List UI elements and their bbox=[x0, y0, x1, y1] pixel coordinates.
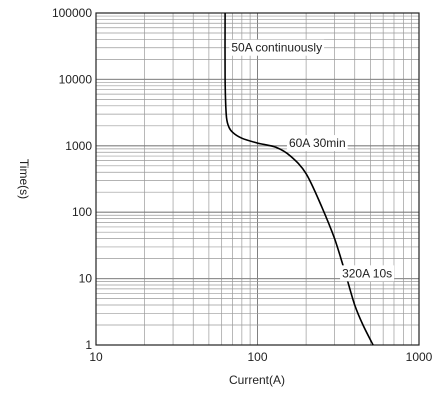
annotation: 60A 30min bbox=[286, 135, 348, 152]
plot-frame bbox=[95, 12, 420, 346]
annotation-background bbox=[286, 135, 348, 152]
x-axis-label: Current(A) bbox=[229, 373, 285, 387]
annotation-text: 50A continuously bbox=[231, 41, 322, 55]
annotations: 50A continuously 60A 30min 320A 10s bbox=[229, 39, 395, 282]
x-tick-labels: 10 100 1000 bbox=[89, 350, 432, 364]
x-tick-label: 1000 bbox=[406, 350, 433, 364]
series-line bbox=[224, 12, 374, 346]
y-tick-label: 10 bbox=[79, 272, 93, 286]
annotation-text: 320A 10s bbox=[342, 266, 392, 280]
y-tick-label: 10000 bbox=[59, 72, 93, 86]
y-tick-label: 100 bbox=[72, 205, 92, 219]
annotation-text: 60A 30min bbox=[289, 136, 346, 150]
y-axis-label: Time(s) bbox=[17, 159, 31, 199]
grid bbox=[96, 13, 419, 345]
x-tick-label: 10 bbox=[89, 350, 103, 364]
y-tick-labels: 1 10 100 1000 10000 100000 bbox=[52, 6, 92, 352]
annotation-background bbox=[340, 265, 395, 282]
y-tick-label: 1000 bbox=[65, 139, 92, 153]
annotation-background bbox=[229, 39, 325, 56]
x-tick-label: 100 bbox=[247, 350, 267, 364]
y-tick-label: 1 bbox=[85, 338, 92, 352]
annotation: 320A 10s bbox=[340, 265, 395, 282]
annotation: 50A continuously bbox=[229, 39, 325, 56]
y-tick-label: 100000 bbox=[52, 6, 92, 20]
